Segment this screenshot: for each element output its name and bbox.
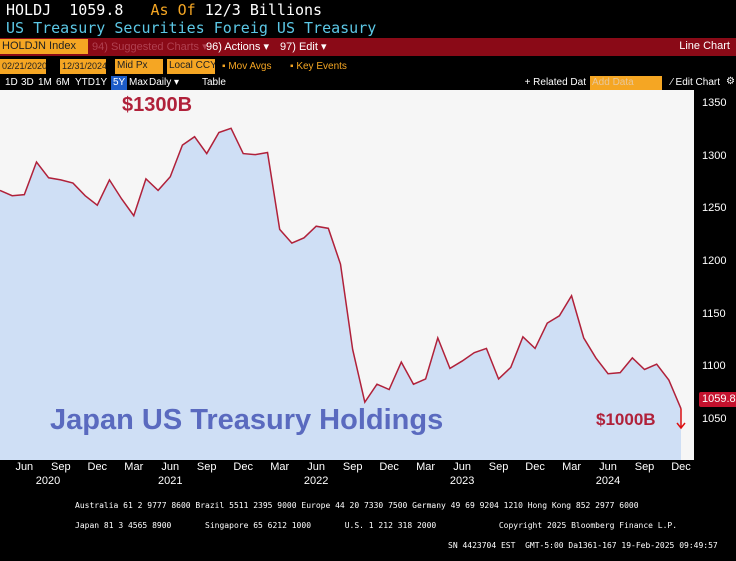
x-tick-label: Sep [635,461,655,473]
suggested-charts-button[interactable]: 94) Suggested Charts ▾ [92,40,208,53]
period-button-max[interactable]: Max [129,76,148,90]
y-tick-label: 1150 [702,308,726,320]
mov-avgs-label: Mov Avgs [228,61,271,72]
x-tick-label: Sep [343,461,363,473]
period-button-ytd[interactable]: YTD [75,76,95,90]
add-data-input[interactable]: Add Data [590,76,662,91]
period-button-table[interactable]: Table [202,76,226,90]
x-year-label: 2020 [36,475,60,487]
x-tick-label: Mar [562,461,581,473]
actions-button[interactable]: 96) Actions ▾ [206,40,269,53]
chart-type-label: Line Chart [679,40,730,52]
end-date-field[interactable]: 12/31/2024 [60,59,106,74]
key-events-toggle[interactable]: ▪ Key Events [290,60,347,74]
footer-line1: Australia 61 2 9777 8600 Brazil 5511 239… [75,501,718,511]
period-button-5y[interactable]: 5Y [111,76,127,90]
y-tick-label: 1100 [702,360,726,372]
x-tick-label: Sep [489,461,509,473]
y-tick-label: 1050 [702,413,726,425]
period-button-3d[interactable]: 3D [21,76,34,90]
period-button-1d[interactable]: 1D [5,76,18,90]
footer-line3: SN 4423704 EST GMT-5:00 Da1361-167 19-Fe… [448,541,718,551]
annotation-low: $1000B [596,410,656,430]
x-year-label: 2021 [158,475,182,487]
x-tick-label: Sep [197,461,217,473]
period-button-1m[interactable]: 1M [38,76,52,90]
x-year-label: 2024 [596,475,620,487]
y-tick-label: 1350 [702,97,726,109]
period-button-6m[interactable]: 6M [56,76,70,90]
toolbar: HOLDJN Index 94) Suggested Charts ▾ 96) … [0,38,736,56]
y-tick-label: 1300 [702,150,726,162]
edit-chart-button[interactable]: ⁄ Edit Chart [671,76,720,90]
x-tick-label: Mar [416,461,435,473]
last-value-label: 1059.8 [699,392,736,407]
as-of-date: 12/3 [205,1,241,19]
x-tick-label: Sep [51,461,71,473]
y-tick-label: 1250 [702,202,726,214]
key-events-label: Key Events [296,61,347,72]
settings-icon[interactable]: ⚙ [726,75,735,89]
footer: Australia 61 2 9777 8600 Brazil 5511 239… [0,491,718,561]
last-value: 1059.8 [69,1,123,19]
x-year-label: 2023 [450,475,474,487]
x-tick-label: Dec [671,461,691,473]
edit-button[interactable]: 97) Edit ▾ [280,40,327,53]
chart-title-annotation: Japan US Treasury Holdings [50,404,443,437]
mov-avgs-toggle[interactable]: ▪ Mov Avgs [222,60,272,74]
x-tick-label: Dec [525,461,545,473]
security-field[interactable]: HOLDJN Index [0,39,88,54]
start-date-field[interactable]: 02/21/2020 [0,59,46,74]
x-tick-label: Mar [124,461,143,473]
as-of-label: As Of [151,1,196,19]
units: Billions [250,1,322,19]
period-button-daily[interactable]: Daily ▾ [149,76,179,90]
related-data-button[interactable]: + Related Dat [525,76,586,90]
x-tick-label: Dec [88,461,108,473]
x-tick-label: Mar [270,461,289,473]
subtitle: US Treasury Securities Foreig US Treasur… [6,19,376,37]
x-year-label: 2022 [304,475,328,487]
x-tick-label: Dec [233,461,253,473]
currency-select[interactable]: Local CCY [167,59,215,74]
ticker: HOLDJ [6,1,51,19]
x-tick-label: Dec [379,461,399,473]
price-select[interactable]: Mid Px [115,59,163,74]
period-button-1y[interactable]: 1Y [95,76,107,90]
annotation-high: $1300B [122,94,192,117]
x-tick-label: Jun [599,461,617,473]
x-tick-label: Jun [161,461,179,473]
title-line: HOLDJ 1059.8 As Of 12/3 Billions [6,1,322,19]
x-tick-label: Jun [15,461,33,473]
x-tick-label: Jun [453,461,471,473]
y-tick-label: 1200 [702,255,726,267]
x-tick-label: Jun [307,461,325,473]
